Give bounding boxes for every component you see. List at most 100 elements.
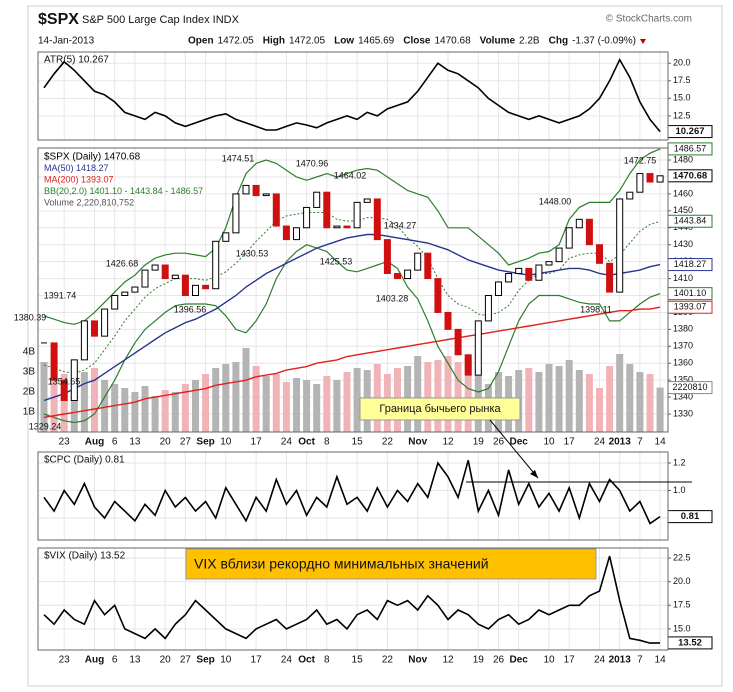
volume-bar: [555, 366, 563, 432]
x-tick-label: 27: [180, 655, 192, 666]
price-label: 1448.00: [539, 196, 572, 206]
candle: [60, 379, 68, 402]
volume-bar: [303, 380, 311, 432]
volume-bar: [91, 368, 98, 432]
quote-label: High: [263, 36, 285, 47]
candle: [363, 198, 371, 203]
y-tick-label: 22.5: [673, 552, 691, 562]
quote-value: 1472.05: [289, 36, 326, 47]
volume-bar: [282, 382, 290, 432]
candle: [404, 269, 412, 280]
price-label: 1403.28: [376, 293, 409, 303]
y-tick-label: 1430: [673, 239, 693, 249]
legend-entry: MA(200) 1393.07: [44, 174, 114, 184]
symbol: $SPX: [38, 11, 79, 28]
y-tick-label: 1340: [673, 391, 693, 401]
y-tick-label: 1450: [673, 205, 693, 215]
x-tick-label: 19: [473, 437, 485, 448]
volume-tick-label: 3B: [23, 367, 36, 378]
candle: [596, 244, 603, 264]
x-tick-label: 24: [594, 655, 606, 666]
volume-bar: [333, 380, 341, 432]
y-tick-label: 1460: [673, 188, 693, 198]
x-tick-label: 17: [251, 655, 263, 666]
x-tick-label: 26: [493, 655, 505, 666]
x-tick-label: 22: [382, 655, 394, 666]
candle: [131, 286, 139, 293]
candle: [464, 354, 472, 376]
y-tick-label: 17.5: [673, 75, 691, 85]
legend-entry: $VIX (Daily) 13.52: [44, 551, 126, 562]
candle: [383, 239, 391, 274]
annotation-arrow: [489, 419, 539, 479]
x-tick-label: Sep: [196, 655, 214, 666]
volume-bar: [212, 368, 220, 432]
y-tick-label: 1380: [673, 324, 693, 334]
price-label: 1380.39: [14, 312, 47, 322]
volume-bar: [656, 387, 664, 432]
y-tick-label: 15.0: [673, 623, 691, 633]
annotation-box: [185, 548, 597, 580]
volume-bar: [454, 362, 462, 432]
outer-border: [27, 5, 723, 687]
volume-bar: [141, 386, 149, 432]
candle: [474, 320, 482, 376]
candle: [656, 175, 664, 183]
volume-bar: [192, 380, 199, 432]
x-tick-label: Nov: [408, 437, 427, 448]
candle: [262, 193, 270, 197]
y-tick-label: 17.5: [673, 600, 691, 610]
x-tick-label: 17: [564, 655, 576, 666]
candle: [242, 184, 250, 195]
annotation: Граница бычьего рынка: [379, 403, 501, 415]
candle: [222, 232, 230, 242]
volume-bar: [242, 348, 250, 432]
quote-value: 1465.69: [358, 36, 395, 47]
candle: [636, 173, 644, 193]
candle: [606, 262, 614, 293]
volume-bar: [60, 374, 68, 432]
price-label: 1472.75: [624, 155, 657, 165]
volume-bar: [606, 366, 614, 432]
volume-bar: [575, 370, 583, 432]
panel-frame: [37, 147, 669, 433]
candle: [434, 278, 442, 313]
x-tick-label: Aug: [85, 655, 104, 666]
series-line: [43, 460, 661, 525]
x-tick-label: 10: [220, 437, 232, 448]
price-label: 1430.53: [236, 248, 269, 258]
arrow-head: [530, 470, 538, 478]
candle: [525, 267, 533, 281]
volume-tick-label: 4B: [23, 347, 36, 358]
price-label: 1434.27: [384, 220, 417, 230]
volume-bar: [202, 374, 210, 432]
candle: [343, 225, 351, 229]
volume-bar: [131, 392, 139, 432]
quote-value: -1.37 (-0.09%): [572, 36, 636, 47]
volume-bar: [101, 380, 109, 432]
volume-bar: [596, 388, 603, 432]
legend-entry: MA(50) 1418.27: [44, 163, 109, 173]
x-tick-label: 27: [180, 437, 192, 448]
volume-bar: [424, 362, 432, 432]
candle: [333, 225, 341, 229]
y-tick-label: 15.0: [673, 93, 691, 103]
credit: © StockCharts.com: [606, 14, 692, 25]
volume-bar: [293, 378, 300, 432]
price-label: 1354.65: [48, 376, 81, 386]
volume-bar: [252, 366, 260, 432]
price-label: 1391.74: [44, 290, 77, 300]
candle: [50, 342, 58, 381]
value-tag-label: 1401.10: [674, 288, 707, 298]
x-tick-label: 26: [493, 437, 505, 448]
moving-average: [43, 233, 661, 402]
volume-bar: [545, 364, 553, 432]
series-line: [43, 555, 661, 644]
y-tick-label: 20.0: [673, 576, 691, 586]
panel-frame: [37, 51, 669, 141]
volume-bar: [272, 374, 280, 432]
x-tick-label: 24: [281, 655, 293, 666]
x-tick-label: 15: [352, 655, 364, 666]
panel-frame: [37, 547, 669, 651]
volume-bar: [181, 384, 189, 432]
